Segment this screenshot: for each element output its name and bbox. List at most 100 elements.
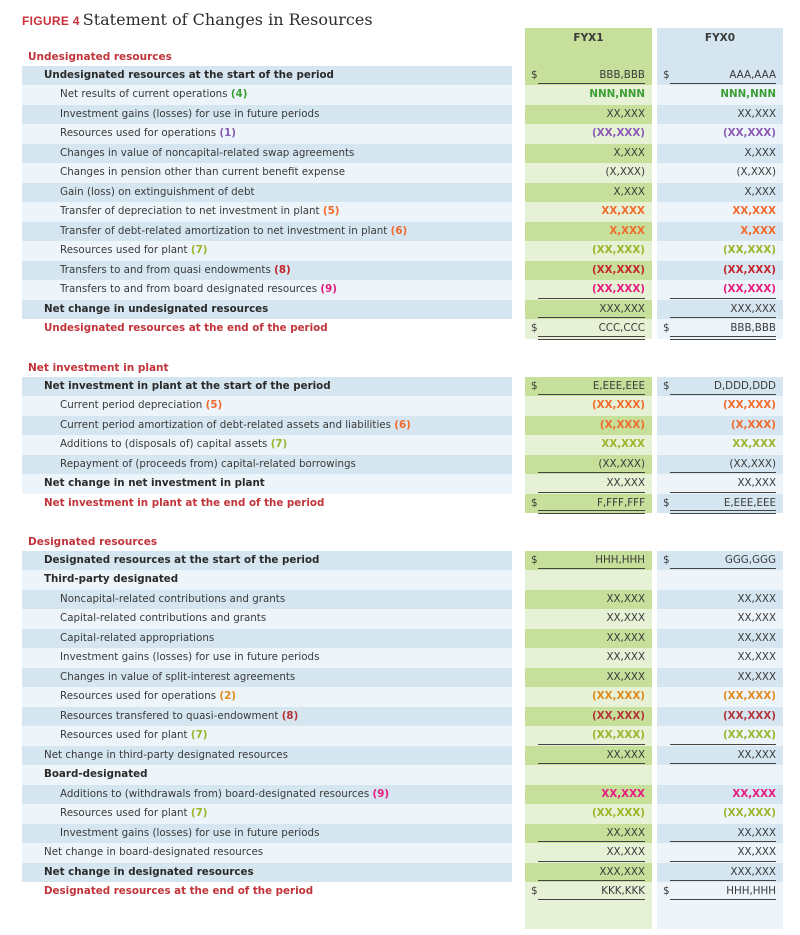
section-title: Net investment in plant	[28, 362, 169, 374]
row-label-text: Resources transfered to quasi-endowment	[60, 709, 279, 722]
value-text: XX,XXX	[737, 477, 776, 489]
column-tail	[0, 901, 800, 929]
value-text: XX,XXX	[737, 592, 776, 605]
row-label-text: Current period depreciation	[60, 399, 203, 411]
value-text: (X,XXX)	[599, 418, 645, 431]
row-label-text: Noncapital-related contributions and gra…	[60, 592, 286, 605]
reference-number: (7)	[190, 729, 208, 741]
value-text: X,XXX	[609, 224, 645, 237]
dollar-sign: $	[531, 553, 538, 566]
value-text: XX,XXX	[737, 107, 776, 120]
value-text: XX,XXX	[737, 612, 776, 624]
row-label-text: Investment gains (losses) for use in fut…	[60, 651, 320, 663]
row-label: Resources used for operations (1)	[22, 124, 512, 144]
table-row: Resources transfered to quasi-endowment …	[0, 706, 800, 726]
value-text: X,XXX	[613, 146, 646, 159]
value-fyx0: NNN,NNN	[657, 85, 783, 105]
figure-label: FIGURE 4	[22, 14, 80, 28]
value-fyx1: XX,XXX	[525, 667, 652, 687]
value-fyx0	[657, 765, 783, 785]
value-text: XXX,XXX	[730, 302, 776, 315]
row-label: Board-designated	[22, 765, 512, 785]
value-fyx1: NNN,NNN	[525, 85, 652, 105]
row-label-text: Resources used for plant	[60, 729, 188, 741]
row-label-text: Capital-related appropriations	[60, 631, 215, 644]
figure-title: FIGURE 4 Statement of Changes in Resource…	[22, 10, 373, 29]
value-text: (XX,XXX)	[722, 690, 776, 702]
value-text: XX,XXX	[606, 592, 645, 605]
value-fyx1: XX,XXX	[525, 843, 652, 863]
value-fyx0: (XX,XXX)	[657, 804, 783, 824]
value-text: E,EEE,EEE	[723, 496, 776, 509]
value-fyx0: XXX,XXX	[657, 299, 783, 319]
row-label-text: Undesignated resources at the start of t…	[44, 68, 334, 81]
row-label: Resources used for plant (7)	[22, 726, 512, 746]
value-fyx0: XX,XXX	[657, 104, 783, 124]
value-fyx1: (XX,XXX)	[525, 454, 652, 474]
value-fyx1: XX,XXX	[525, 784, 652, 804]
row-label: Changes in value of noncapital-related s…	[22, 143, 512, 163]
table-row: Changes in pension other than current be…	[0, 163, 800, 183]
value-fyx1: (XX,XXX)	[525, 260, 652, 280]
value-fyx0: $ HHH,HHH	[657, 882, 783, 902]
value-text: XX,XXX	[601, 205, 645, 217]
value-text: (XX,XXX)	[591, 807, 645, 819]
reference-number: (7)	[270, 438, 288, 450]
value-fyx0: XX,XXX	[657, 589, 783, 609]
reference-number: (2)	[219, 690, 236, 702]
value-fyx1: XXX,XXX	[525, 299, 652, 319]
row-label: Gain (loss) on extinguishment of debt	[22, 182, 512, 202]
value-text: XX,XXX	[601, 787, 645, 800]
row-label-text: Resources used for operations	[60, 690, 217, 702]
value-fyx0: $ AAA,AAA	[657, 65, 783, 85]
value-fyx0: XX,XXX	[657, 628, 783, 648]
row-label: Resources used for operations (2)	[22, 687, 512, 707]
reference-number: (5)	[322, 205, 340, 217]
value-fyx1: XX,XXX	[525, 628, 652, 648]
table-row: Changes in value of split-interest agree…	[0, 667, 800, 687]
row-label-text: Net change in net investment in plant	[44, 477, 265, 489]
row-label: Investment gains (losses) for use in fut…	[22, 648, 512, 668]
row-label: Third-party designated	[22, 570, 512, 590]
table-row: Additions to (disposals of) capital asse…	[0, 435, 800, 455]
row-label: Capital-related contributions and grants	[22, 609, 512, 629]
value-fyx1: $ F,FFF,FFF	[525, 493, 652, 514]
value-text: (XX,XXX)	[722, 807, 776, 819]
row-label-text: Resources used for plant	[60, 807, 188, 819]
table-row: Transfer of debt-related amortization to…	[0, 221, 800, 241]
reference-number: (9)	[372, 787, 390, 800]
row-label-text: Resources used for operations	[60, 127, 217, 139]
value-text: (X,XXX)	[736, 166, 776, 178]
row-label: Net change in board-designated resources	[22, 843, 512, 863]
row-label-text: Designated resources at the start of the…	[44, 553, 320, 566]
dollar-sign: $	[663, 553, 670, 566]
reference-number: (7)	[190, 807, 208, 819]
value-text: (XX,XXX)	[591, 399, 645, 411]
table-row: Repayment of (proceeds from) capital-rel…	[0, 454, 800, 474]
value-fyx0	[657, 570, 783, 590]
table-row: Undesignated resources at the start of t…	[0, 65, 800, 85]
row-label-text: Repayment of (proceeds from) capital-rel…	[60, 457, 356, 470]
table-row: Noncapital-related contributions and gra…	[0, 589, 800, 609]
value-text: (XX,XXX)	[598, 457, 645, 470]
value-fyx0: XXX,XXX	[657, 862, 783, 882]
value-fyx0: XX,XXX	[657, 474, 783, 494]
value-fyx0: $ GGG,GGG	[657, 550, 783, 570]
row-label: Net change in net investment in plant	[22, 474, 512, 494]
value-fyx1: $ E,EEE,EEE	[525, 376, 652, 396]
row-label-text: Transfer of depreciation to net investme…	[60, 205, 320, 217]
table-row: Investment gains (losses) for use in fut…	[0, 104, 800, 124]
value-text: XX,XXX	[606, 651, 645, 663]
table-row: Current period depreciation (5) (XX,XXX) (…	[0, 396, 800, 416]
value-fyx0: $ E,EEE,EEE	[657, 493, 783, 514]
value-fyx1: (X,XXX)	[525, 415, 652, 435]
row-label: Designated resources at the start of the…	[22, 550, 512, 570]
figure-heading: Statement of Changes in Resources	[82, 10, 373, 29]
row-label-text: Designated resources at the end of the p…	[44, 885, 314, 897]
reference-number: (8)	[281, 709, 299, 722]
value-text: (XX,XXX)	[729, 457, 776, 470]
value-text: (XX,XXX)	[591, 283, 645, 295]
row-label-text: Net change in board-designated resources	[44, 846, 264, 858]
value-fyx0: (XX,XXX)	[657, 241, 783, 261]
value-text: XXX,XXX	[599, 302, 645, 315]
